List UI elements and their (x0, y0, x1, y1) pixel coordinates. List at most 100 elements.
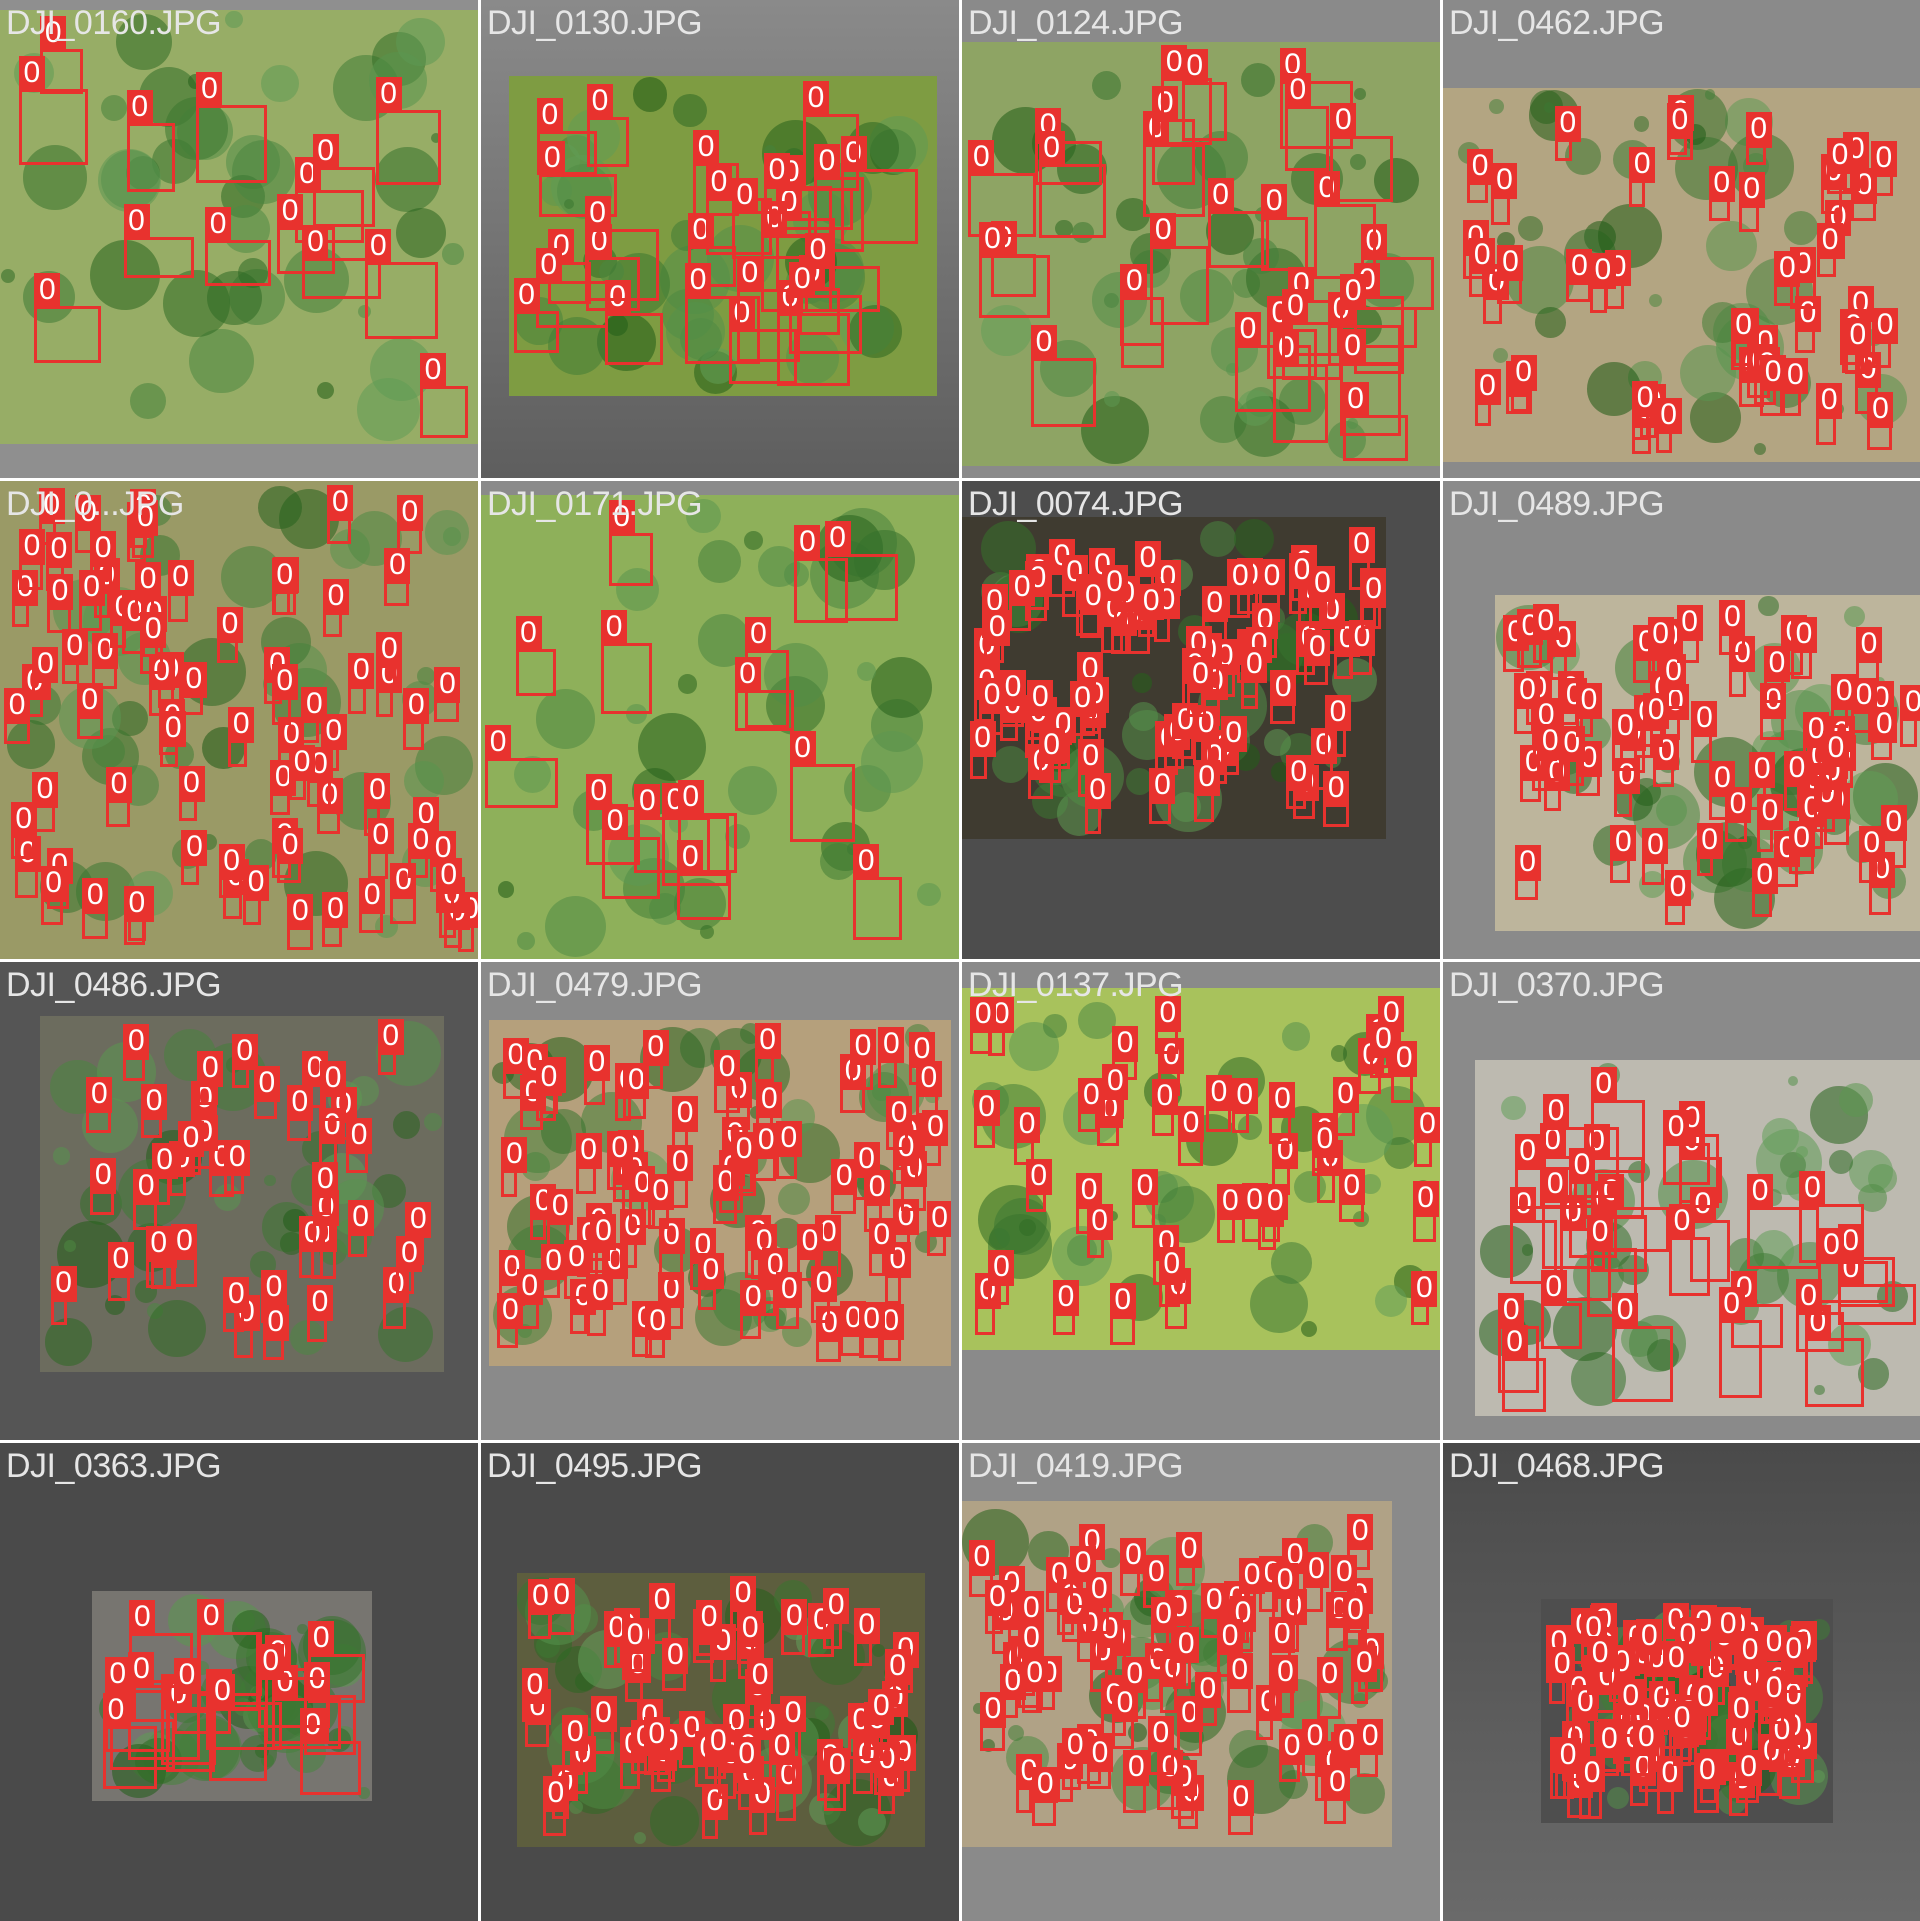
detection-box: 0 (1576, 683, 1602, 737)
detection-box: 0 (1138, 584, 1165, 638)
detection-box: 0 (769, 1729, 796, 1791)
class-label: 0 (367, 817, 394, 854)
class-label: 0 (390, 862, 417, 899)
vegetation (1518, 216, 1543, 241)
class-label: 0 (1032, 1767, 1059, 1804)
class-label: 0 (604, 280, 631, 317)
detection-box: 0 (1086, 1203, 1113, 1258)
vegetation (861, 731, 924, 794)
class-label: 0 (434, 667, 461, 704)
detection-box: 0 (1038, 130, 1106, 239)
detection-box: 0 (789, 731, 856, 842)
class-label: 0 (1587, 1636, 1614, 1673)
detection-box: 0 (1178, 1105, 1204, 1167)
detection-box: 0 (530, 1183, 557, 1240)
detection-box: 0 (178, 765, 205, 822)
class-label: 0 (1338, 1169, 1365, 1206)
class-label: 0 (107, 1241, 134, 1278)
detection-box: 0 (216, 607, 243, 664)
detection-box: 0 (224, 1140, 251, 1195)
vegetation (1330, 1045, 1348, 1062)
tile-dji-0137: 0000000000000000000000000000000000000000… (962, 962, 1440, 1440)
class-label: 0 (31, 771, 58, 808)
vegetation (1129, 701, 1158, 731)
detection-box: 0 (390, 862, 417, 924)
detection-box: 0 (1096, 1091, 1123, 1147)
class-label: 0 (1084, 773, 1111, 810)
tile-filename: DJI_0160.JPG (6, 4, 222, 42)
class-label: 0 (104, 1657, 131, 1693)
class-label: 0 (563, 1239, 590, 1276)
class-label: 0 (243, 864, 270, 901)
detection-box: 0 (1172, 703, 1199, 760)
detection-box: 0 (1587, 1636, 1614, 1695)
detection-box: 0 (1149, 768, 1176, 824)
class-label: 0 (1554, 106, 1581, 143)
detection-box: 0 (289, 745, 316, 801)
vegetation (686, 499, 721, 534)
detection-box: 0 (603, 1610, 630, 1669)
vegetation (497, 881, 515, 898)
class-label: 0 (1817, 223, 1844, 260)
class-label: 0 (1150, 1597, 1177, 1634)
class-label: 0 (1018, 1620, 1045, 1657)
class-label: 0 (979, 677, 1006, 714)
class-label: 0 (181, 829, 208, 866)
detection-box: 0 (1751, 857, 1778, 917)
detection-box: 0 (1696, 823, 1723, 877)
class-label: 0 (1612, 709, 1639, 746)
detection-box: 0 (1109, 1282, 1136, 1346)
vegetation (598, 258, 624, 284)
class-label: 0 (1724, 787, 1751, 824)
detection-box: 0 (1738, 171, 1765, 233)
class-label: 0 (769, 1729, 796, 1766)
detection-box: 0 (1014, 1107, 1041, 1166)
detection-box: 0 (662, 1637, 689, 1692)
detection-box: 0 (4, 687, 31, 745)
class-label: 0 (1207, 178, 1234, 215)
class-label: 0 (419, 352, 446, 389)
class-label: 0 (685, 263, 712, 300)
class-label: 0 (649, 1582, 676, 1619)
vegetation (1648, 294, 1662, 308)
detection-box: 0 (1666, 102, 1693, 160)
detection-box: 0 (177, 1120, 204, 1175)
detection-box: 0 (287, 893, 314, 951)
detection-box: 0 (1795, 1278, 1844, 1352)
vegetation (1233, 519, 1274, 560)
detection-box: 0 (563, 1239, 590, 1299)
detection-box: 0 (1497, 245, 1524, 305)
class-label: 0 (128, 1652, 155, 1689)
class-label: 0 (196, 72, 223, 109)
class-label: 0 (539, 141, 566, 178)
detection-box: 0 (367, 817, 394, 880)
vegetation (1758, 595, 1779, 617)
class-label: 0 (1269, 1082, 1296, 1119)
class-label: 0 (1799, 1171, 1826, 1208)
detection-box: 0 (1730, 307, 1757, 370)
detection-box: 0 (535, 1059, 562, 1121)
detection-box: 0 (1309, 566, 1336, 628)
detection-box: 0 (1629, 146, 1656, 208)
detection-box: 0 (365, 229, 439, 339)
class-label: 0 (1692, 1679, 1719, 1716)
class-label: 0 (141, 1084, 168, 1121)
detection-box: 0 (1330, 102, 1393, 202)
vegetation (1690, 391, 1742, 443)
detection-box: 0 (853, 844, 902, 940)
detection-box: 0 (776, 1271, 803, 1329)
vegetation (872, 1643, 886, 1657)
detection-box: 0 (1537, 724, 1564, 781)
vegetation (442, 527, 462, 546)
detection-box: 0 (1080, 579, 1107, 638)
class-label: 0 (1330, 102, 1357, 139)
class-label: 0 (1414, 1106, 1440, 1143)
detection-box: 0 (1077, 1606, 1104, 1663)
detection-box: 0 (763, 153, 832, 238)
detection-box: 0 (92, 632, 119, 690)
class-label: 0 (796, 1224, 823, 1261)
class-label: 0 (271, 663, 298, 700)
class-label: 0 (622, 1617, 649, 1654)
